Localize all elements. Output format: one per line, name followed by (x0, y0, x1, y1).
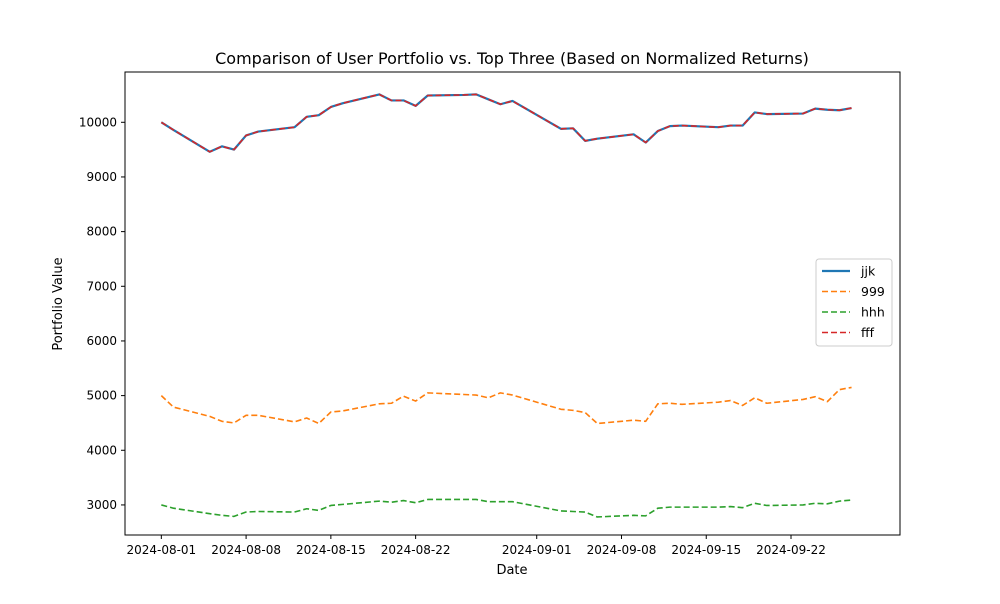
y-axis-label: Portfolio Value (51, 257, 66, 350)
x-axis-label: Date (496, 563, 527, 578)
y-tick-label: 9000 (86, 170, 117, 184)
legend-box (815, 258, 893, 347)
legend-label-jjk: jjk (860, 264, 876, 279)
x-tick-label: 2024-09-15 (671, 543, 741, 557)
plot-frame (124, 71, 901, 536)
y-tick-label: 4000 (86, 443, 117, 457)
y-tick-label: 5000 (86, 389, 117, 403)
x-tick-label: 2024-08-22 (381, 543, 451, 557)
chart-title: Comparison of User Portfolio vs. Top Thr… (215, 49, 809, 68)
y-tick-label: 10000 (79, 115, 117, 129)
x-tick-label: 2024-09-08 (587, 543, 657, 557)
series-layer (160, 93, 852, 518)
y-tick-label: 7000 (86, 279, 117, 293)
y-tick-label: 8000 (86, 225, 117, 239)
legend-label-fff: fff (861, 325, 875, 340)
x-tick-label: 2024-09-01 (502, 543, 572, 557)
x-tick-label: 2024-09-22 (756, 543, 826, 557)
y-tick-label: 3000 (86, 498, 117, 512)
series-line-fff (160, 93, 852, 153)
x-tick-label: 2024-08-08 (211, 543, 281, 557)
legend: jjk 999 hhh fff (815, 258, 893, 347)
series-line-hhh (161, 498, 852, 518)
x-tick-label: 2024-08-01 (126, 543, 196, 557)
series-line-999 (160, 386, 852, 425)
x-tick-label: 2024-08-15 (296, 543, 366, 557)
legend-label-hhh: hhh (861, 305, 885, 320)
legend-label-999: 999 (861, 284, 885, 299)
axes-layer: 2024-08-01 2024-08-08 2024-08-15 2024-08-22… (79, 71, 901, 557)
y-tick-label: 6000 (86, 334, 117, 348)
